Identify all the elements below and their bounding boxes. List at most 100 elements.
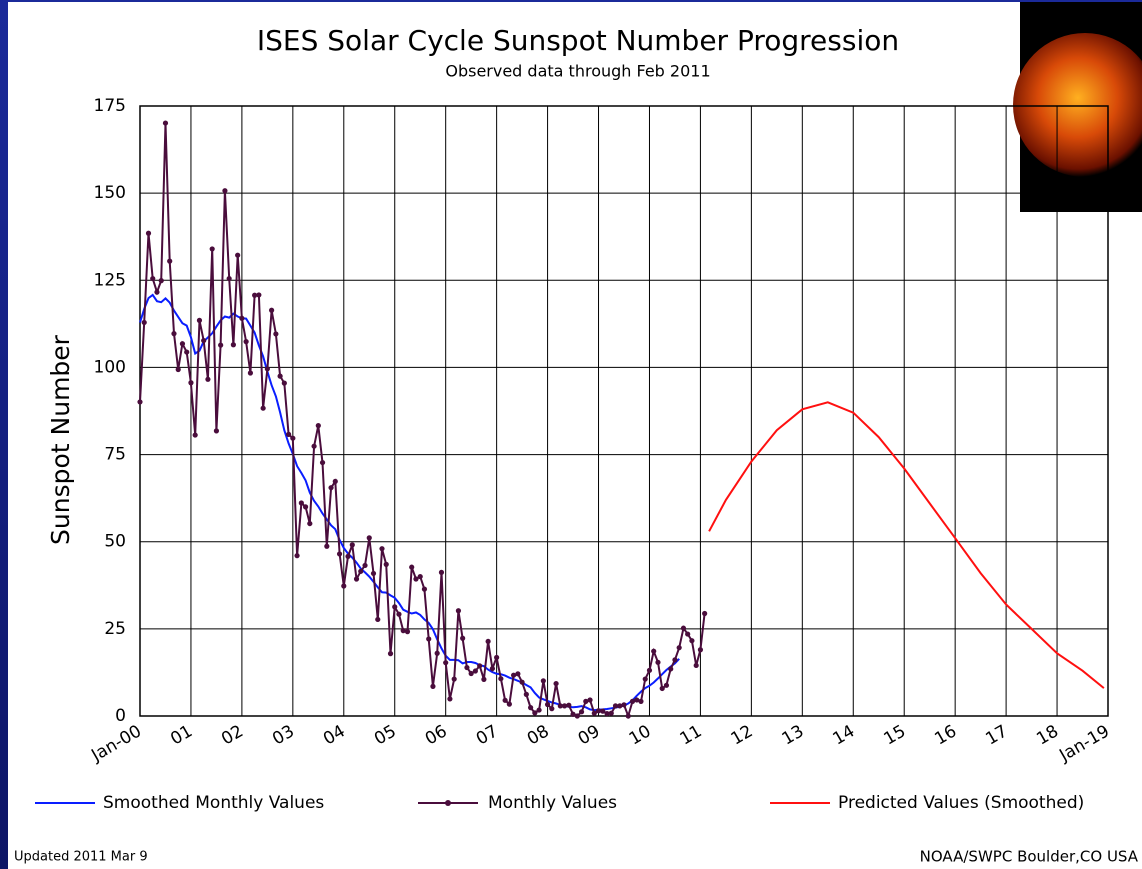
data-point [481, 677, 486, 682]
data-point [494, 655, 499, 660]
data-point [273, 331, 278, 336]
data-point [524, 692, 529, 697]
data-point [341, 583, 346, 588]
data-point [528, 705, 533, 710]
data-point [180, 341, 185, 346]
footer-right: NOAA/SWPC Boulder,CO USA [920, 848, 1139, 866]
data-point [176, 367, 181, 372]
data-point [672, 657, 677, 662]
data-point [171, 331, 176, 336]
data-point [685, 631, 690, 636]
data-point [320, 460, 325, 465]
data-point [235, 253, 240, 258]
data-point [167, 259, 172, 264]
data-point [367, 535, 372, 540]
data-point [664, 683, 669, 688]
data-point [520, 680, 525, 685]
data-point [503, 698, 508, 703]
data-point [214, 428, 219, 433]
data-point [439, 570, 444, 575]
data-point [430, 684, 435, 689]
legend-marker [445, 800, 451, 806]
data-point [541, 678, 546, 683]
data-point [681, 626, 686, 631]
data-point [328, 485, 333, 490]
y-tick-label: 0 [115, 706, 126, 726]
data-point [702, 611, 707, 616]
data-point [490, 666, 495, 671]
data-point [218, 343, 223, 348]
data-point [371, 571, 376, 576]
data-point [392, 604, 397, 609]
data-point [137, 399, 142, 404]
data-point [660, 686, 665, 691]
data-point [643, 676, 648, 681]
data-point [396, 612, 401, 617]
data-point [231, 342, 236, 347]
data-point [265, 366, 270, 371]
data-point [227, 276, 232, 281]
data-point [473, 668, 478, 673]
data-point [426, 636, 431, 641]
data-point [507, 702, 512, 707]
data-point [350, 542, 355, 547]
data-point [626, 713, 631, 718]
data-point [269, 308, 274, 313]
data-point [324, 544, 329, 549]
data-point [333, 479, 338, 484]
data-point [677, 645, 682, 650]
y-tick-label: 150 [94, 183, 126, 203]
chart: ISES Solar Cycle Sunspot Number Progress… [0, 0, 1142, 869]
data-point [307, 521, 312, 526]
data-point [515, 671, 520, 676]
data-point [379, 546, 384, 551]
data-point [188, 380, 193, 385]
data-point [163, 120, 168, 125]
data-point [698, 647, 703, 652]
data-point [290, 436, 295, 441]
data-point [477, 663, 482, 668]
data-point [647, 668, 652, 673]
data-point [435, 651, 440, 656]
data-point [303, 504, 308, 509]
data-point [409, 565, 414, 570]
data-point [575, 713, 580, 718]
data-point [655, 660, 660, 665]
data-point [486, 639, 491, 644]
data-point [621, 702, 626, 707]
data-point [184, 349, 189, 354]
y-tick-label: 100 [94, 357, 126, 377]
data-point [422, 587, 427, 592]
data-point [282, 381, 287, 386]
data-point [464, 665, 469, 670]
y-tick-label: 125 [94, 270, 126, 290]
data-point [694, 663, 699, 668]
y-axis-label: Sunspot Number [46, 334, 75, 545]
legend-label: Predicted Values (Smoothed) [838, 793, 1084, 813]
data-point [261, 406, 266, 411]
data-point [579, 709, 584, 714]
data-point [668, 666, 673, 671]
data-point [222, 188, 227, 193]
data-point [405, 629, 410, 634]
footer-left: Updated 2011 Mar 9 [14, 850, 148, 865]
data-point [142, 320, 147, 325]
data-point [311, 444, 316, 449]
data-point [418, 574, 423, 579]
data-point [256, 292, 261, 297]
data-point [553, 681, 558, 686]
data-point [150, 276, 155, 281]
data-point [460, 636, 465, 641]
data-point [316, 423, 321, 428]
chart-title: ISES Solar Cycle Sunspot Number Progress… [257, 24, 899, 57]
data-point [362, 563, 367, 568]
data-point [545, 702, 550, 707]
data-point [384, 562, 389, 567]
data-point [239, 316, 244, 321]
data-point [443, 660, 448, 665]
y-tick-label: 175 [94, 96, 126, 116]
data-point [354, 576, 359, 581]
data-point [146, 231, 151, 236]
y-tick-label: 75 [104, 445, 126, 465]
data-point [456, 608, 461, 613]
